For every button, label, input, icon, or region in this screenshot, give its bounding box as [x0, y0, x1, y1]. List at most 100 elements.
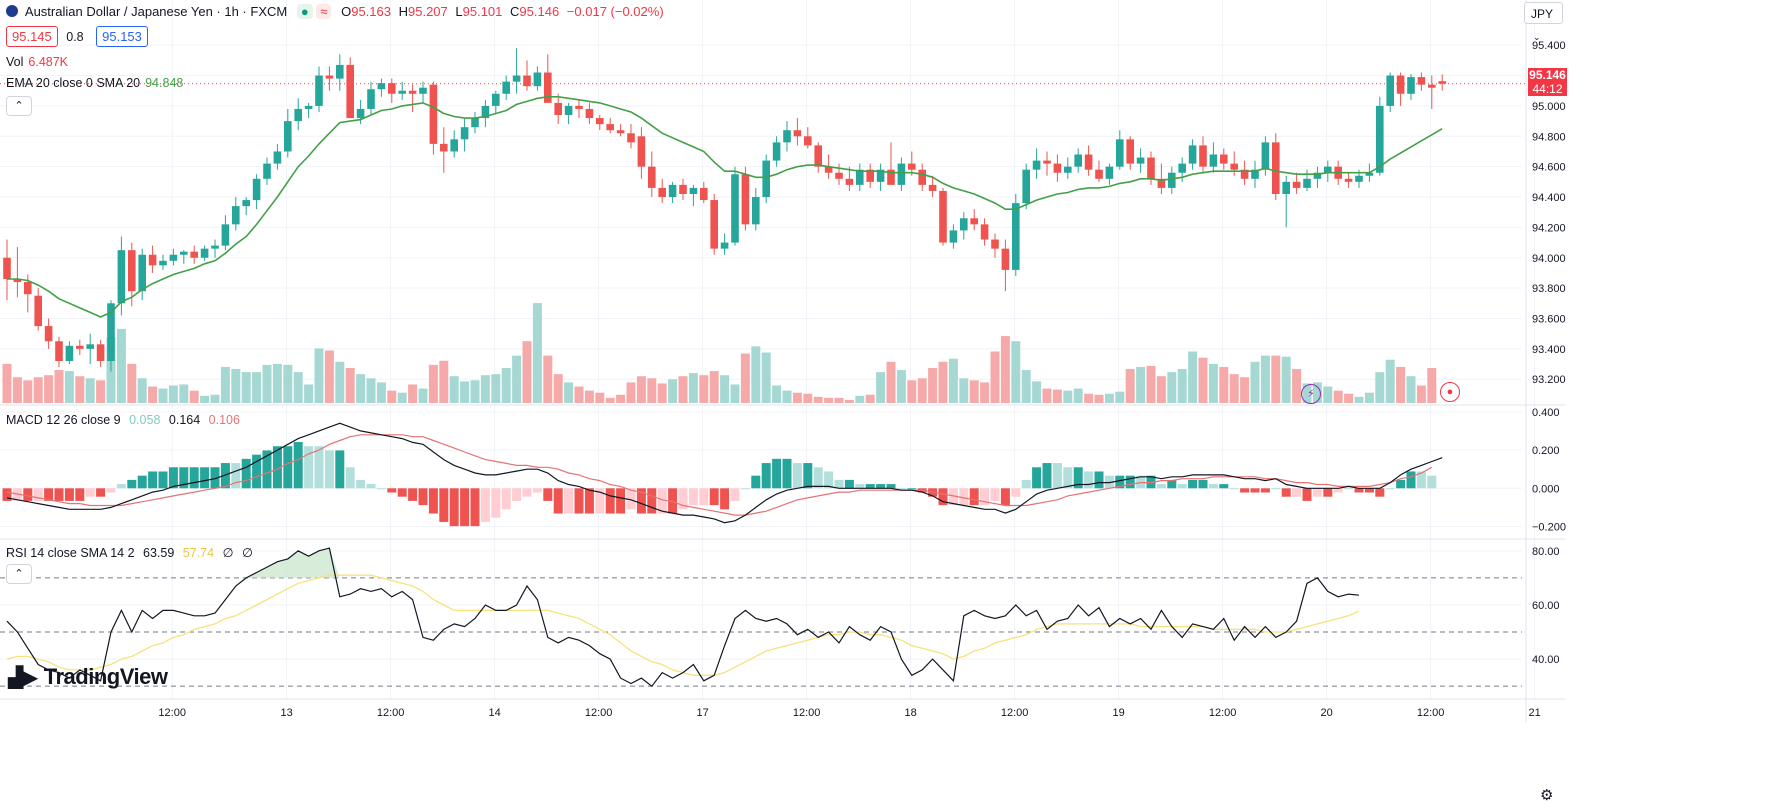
candle-body — [55, 341, 63, 362]
volume-bar — [428, 364, 438, 403]
macd-legend[interactable]: MACD 12 26 close 9 0.058 0.164 0.106 — [6, 413, 245, 427]
ema-legend[interactable]: EMA 20 close 0 SMA 20 94.848 — [6, 76, 188, 90]
candle-body — [1136, 157, 1145, 164]
macd-hist-bar — [356, 479, 366, 489]
candle-body — [284, 121, 292, 152]
macd-hist-bar — [1406, 471, 1416, 489]
macd-hist-bar — [668, 488, 678, 514]
candle-body — [533, 72, 542, 87]
volume-bar — [1167, 372, 1177, 403]
time-tick-label: 12:00 — [1001, 707, 1029, 719]
candle-body — [1001, 248, 1010, 270]
macd-hist-bar — [1396, 479, 1406, 489]
candle-body — [367, 89, 375, 109]
time-tick-label: 18 — [904, 707, 916, 719]
flag-icon — [6, 5, 18, 17]
macd-hist-bar — [1364, 488, 1374, 493]
candle-body — [190, 251, 198, 258]
collapse-legend-button[interactable]: ⌃ — [6, 96, 32, 116]
macd-hist-bar — [314, 446, 324, 489]
rsi-value: 63.59 — [143, 546, 175, 560]
rsi-extra-2: ∅ — [241, 546, 253, 560]
volume-bar — [44, 375, 54, 403]
delayed-icon[interactable]: ≈ — [316, 4, 332, 19]
ask-button[interactable]: 95.153 — [96, 26, 148, 47]
candle-body — [1199, 145, 1207, 167]
rsi-legend[interactable]: RSI 14 close SMA 14 2 63.59 57.74 ∅ ∅ — [6, 545, 258, 560]
candle-body — [1272, 142, 1280, 194]
candle-body — [720, 242, 729, 249]
macd-hist-bar — [1302, 488, 1312, 501]
candle-body — [440, 143, 448, 152]
volume-bar — [1011, 341, 1021, 403]
candle-body — [24, 282, 32, 295]
candle-body — [1417, 77, 1426, 85]
candle-body — [824, 166, 833, 173]
volume-bar — [148, 386, 158, 403]
macd-hist-bar — [595, 488, 605, 514]
macd-hist-bar — [1198, 479, 1208, 489]
lightning-icon[interactable]: ⚡ — [1301, 384, 1321, 404]
macd-hist-bar — [782, 458, 792, 489]
candle-body — [315, 75, 323, 106]
candle-body — [138, 254, 146, 292]
candle-body — [65, 345, 74, 362]
candle-body — [564, 105, 573, 116]
market-status-icon[interactable]: ● — [296, 4, 313, 19]
volume-bar — [408, 384, 418, 403]
candle-body — [44, 326, 53, 342]
volume-bar — [813, 396, 823, 403]
volume-bar — [1177, 369, 1187, 403]
volume-bar — [553, 374, 563, 403]
record-icon[interactable]: ● — [1440, 382, 1460, 402]
macd-hist-bar — [647, 488, 657, 514]
volume-bar — [1084, 393, 1094, 403]
volume-bar — [1219, 366, 1229, 403]
candle-body — [460, 127, 469, 140]
collapse-rsi-button[interactable]: ⌃ — [6, 564, 32, 584]
macd-hist-bar — [1219, 484, 1229, 489]
candle-body — [783, 130, 791, 143]
volume-bar — [491, 374, 501, 403]
macd-hist-bar — [283, 446, 293, 489]
candle-body — [845, 178, 854, 185]
time-tick-label: 12:00 — [1417, 707, 1445, 719]
candle-body — [928, 184, 937, 191]
macd-hist-bar — [1250, 488, 1260, 493]
candle-body — [1386, 75, 1394, 106]
volume-bar — [522, 341, 532, 403]
volume-bar — [1240, 377, 1250, 403]
volume-bar — [1146, 365, 1156, 403]
bid-button[interactable]: 95.145 — [6, 26, 58, 47]
macd-hist-bar — [116, 484, 126, 489]
volume-bar — [137, 378, 147, 403]
candle-body — [1396, 75, 1405, 94]
currency-selector[interactable]: JPY ⌄ — [1524, 2, 1563, 42]
price-tick-label: 93.400 — [1532, 344, 1566, 356]
candle-body — [970, 218, 978, 225]
candle-body — [980, 224, 989, 240]
macd-hist-bar — [1073, 467, 1083, 489]
volume-bar — [782, 390, 792, 403]
tradingview-logo[interactable]: ▟▶ TradingView — [8, 664, 168, 690]
candle-body — [1178, 163, 1186, 173]
macd-hist-bar — [1104, 475, 1114, 489]
open-label: O — [341, 4, 352, 19]
symbol-legend[interactable]: Australian Dollar / Japanese Yen · 1h · … — [6, 4, 664, 19]
macd-hist-bar — [366, 484, 376, 489]
macd-hist-bar — [709, 488, 719, 506]
volume-bar — [1188, 351, 1198, 403]
volume-legend[interactable]: Vol 6.487K — [6, 55, 73, 69]
candle-body — [1157, 178, 1166, 188]
macd-hist-bar — [720, 488, 730, 510]
candle-body — [211, 245, 219, 249]
macd-hist-bar — [64, 488, 74, 501]
volume-bar — [1063, 390, 1073, 403]
settings-icon[interactable]: ⚙ — [1540, 787, 1554, 804]
volume-bar — [688, 373, 698, 403]
macd-hist-bar — [1136, 475, 1146, 489]
candle-body — [221, 224, 230, 246]
currency-label: JPY — [1531, 7, 1553, 21]
close-label: C — [510, 4, 520, 19]
